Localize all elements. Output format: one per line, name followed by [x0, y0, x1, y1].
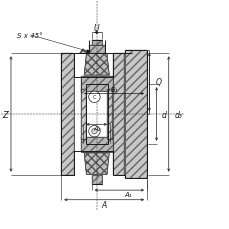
- Bar: [88, 46, 104, 54]
- Bar: [81, 77, 113, 92]
- Circle shape: [88, 92, 100, 103]
- Text: S x 45°: S x 45°: [17, 33, 42, 39]
- Text: d: d: [161, 110, 166, 119]
- Polygon shape: [84, 54, 109, 76]
- Text: A: A: [101, 200, 106, 209]
- Polygon shape: [84, 153, 109, 175]
- Text: C: C: [92, 95, 96, 100]
- Bar: [91, 41, 101, 46]
- Bar: [81, 137, 113, 152]
- Bar: [91, 175, 101, 184]
- Bar: [107, 90, 112, 139]
- Text: A₁: A₁: [124, 191, 132, 197]
- Bar: [81, 90, 86, 139]
- Bar: [81, 77, 113, 92]
- Bar: [61, 54, 74, 175]
- Bar: [61, 54, 74, 175]
- Bar: [107, 90, 112, 139]
- Text: Q: Q: [155, 78, 161, 87]
- Bar: [81, 90, 86, 139]
- Bar: [125, 51, 146, 178]
- Bar: [112, 54, 124, 175]
- Text: U: U: [93, 24, 99, 33]
- Bar: [91, 175, 101, 184]
- Text: Z: Z: [2, 110, 8, 119]
- Polygon shape: [79, 50, 87, 54]
- Circle shape: [91, 129, 97, 134]
- Bar: [85, 85, 107, 144]
- Bar: [125, 51, 146, 178]
- Text: d₃: d₃: [174, 110, 182, 119]
- Bar: [91, 41, 101, 46]
- Bar: [112, 54, 124, 175]
- Text: B₁: B₁: [110, 87, 117, 93]
- Text: A₂: A₂: [93, 126, 100, 132]
- Bar: [81, 137, 113, 152]
- Circle shape: [88, 126, 100, 137]
- Bar: [88, 46, 104, 54]
